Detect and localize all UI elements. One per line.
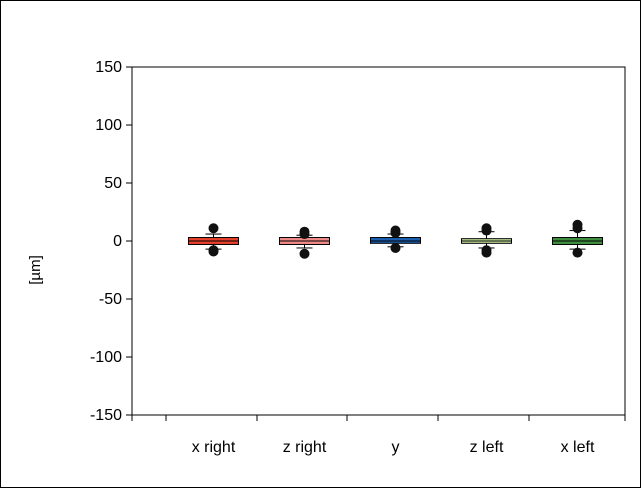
x-tick-label: z left	[470, 439, 504, 456]
box-y	[370, 237, 421, 244]
y-tick-label: 150	[95, 59, 122, 76]
outlier-point	[208, 223, 219, 234]
plot-area: 150 100 50 0 -50 -100 -150 x right z right y z lef…	[90, 59, 626, 456]
outlier-point	[481, 247, 492, 258]
x-tick-label: z right	[283, 439, 327, 456]
outlier-point	[299, 229, 310, 240]
x-tick-label: y	[392, 439, 400, 456]
y-axis-label: [µm]	[27, 255, 44, 284]
y-tick-label: -150	[90, 407, 122, 424]
outlier-point	[208, 246, 219, 257]
y-tick-label: 0	[113, 233, 122, 250]
outlier-point	[390, 242, 401, 253]
y-tick-label: 100	[95, 117, 122, 134]
outlier-point	[390, 227, 401, 238]
y-tick-label: -50	[99, 291, 122, 308]
x-tick-label: x right	[192, 439, 236, 456]
y-tick-label: -100	[90, 349, 122, 366]
outlier-point	[572, 223, 583, 234]
x-tick-label: x left	[561, 439, 595, 456]
outlier-point	[572, 247, 583, 258]
outlier-point	[299, 248, 310, 259]
outlier-point	[481, 225, 492, 236]
y-tick-label: 50	[104, 175, 122, 192]
